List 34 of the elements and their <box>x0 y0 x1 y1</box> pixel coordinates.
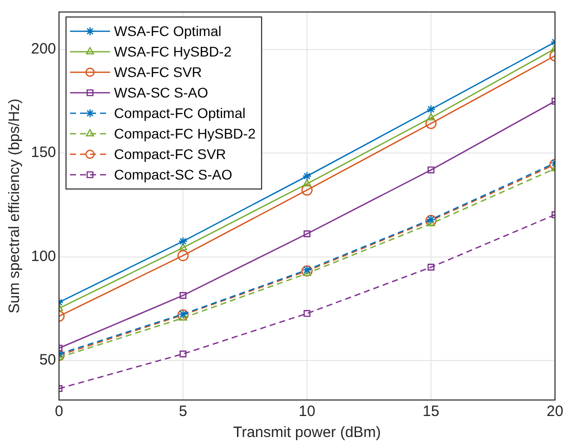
x-tick-label: 0 <box>54 403 64 420</box>
legend-label: WSA-FC Optimal <box>114 23 222 40</box>
legend-label: WSA-FC SVR <box>114 64 202 80</box>
x-tick-label: 10 <box>298 403 316 420</box>
point <box>178 236 188 246</box>
legend-label: Compact-FC SVR <box>114 146 226 162</box>
legend-label: WSA-SC S-AO <box>114 84 208 101</box>
point <box>178 243 188 250</box>
y-tick-label: 50 <box>39 352 56 369</box>
point <box>428 264 434 271</box>
y-axis-title: Sum spectral efficiency (bps/Hz) <box>6 98 24 314</box>
y-tick-label: 200 <box>30 40 56 58</box>
point <box>426 104 436 114</box>
point <box>304 310 310 317</box>
point <box>180 292 186 299</box>
x-tick-label: 20 <box>546 403 564 420</box>
legend-label: WSA-FC HySBD-2 <box>114 44 232 60</box>
legend-label: Compact-FC HySBD-2 <box>114 126 256 142</box>
point <box>302 172 312 181</box>
y-tick-label: 150 <box>30 144 56 162</box>
point <box>304 230 310 238</box>
legend-label: Compact-SC S-AO <box>114 166 232 183</box>
point <box>177 250 189 262</box>
x-axis-title: Transmit power (dBm) <box>233 424 381 442</box>
point <box>302 179 312 186</box>
x-tick-label: 15 <box>422 403 440 420</box>
y-tick-label: 100 <box>30 248 56 265</box>
point <box>301 184 313 196</box>
x-tick-label: 5 <box>178 403 188 420</box>
legend-label: Compact-FC Optimal <box>114 105 246 122</box>
point <box>428 166 434 174</box>
point <box>425 118 437 130</box>
point <box>426 113 436 120</box>
point <box>180 350 186 358</box>
